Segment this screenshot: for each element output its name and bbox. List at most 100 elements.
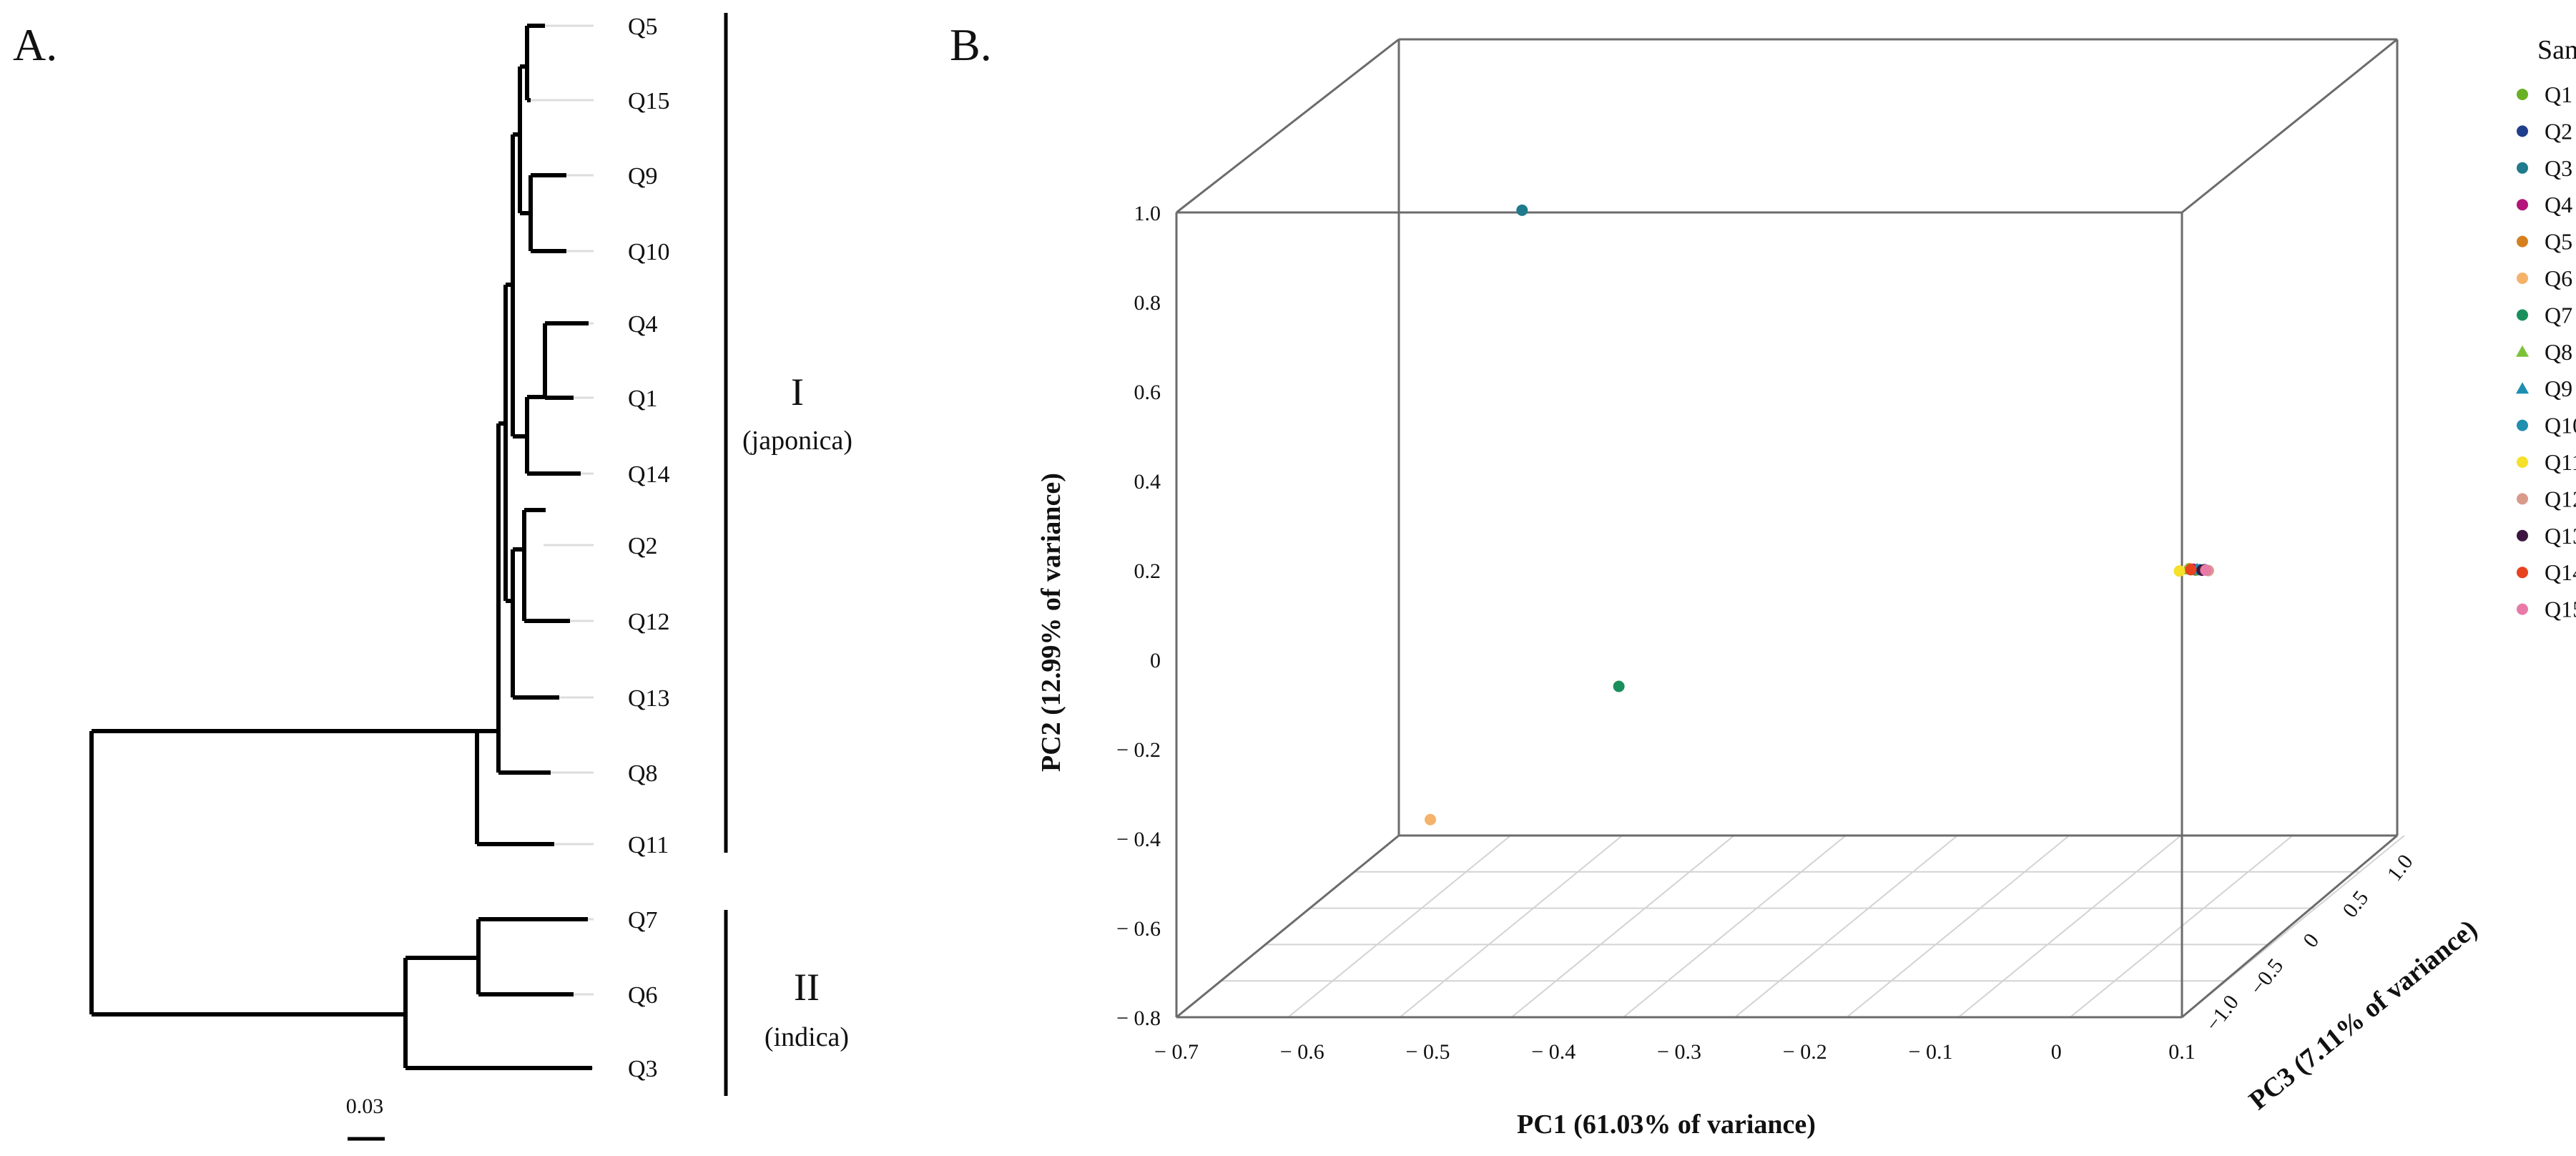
- legend-marker: [2517, 89, 2528, 100]
- leaf-label: Q1: [628, 386, 658, 412]
- leaf-label: Q2: [628, 533, 658, 559]
- branch-node-d: [513, 510, 526, 621]
- x-tick-label: − 0.5: [1406, 1040, 1450, 1064]
- floor-grid-line: [1287, 835, 1511, 1018]
- y-tick-label: 0: [1150, 649, 1161, 672]
- leaf-labels: Q5 Q15 Q9 Q10 Q4 Q1 Q14 Q2 Q12 Q13 Q8 Q1…: [628, 14, 670, 1082]
- legend-marker: [2517, 529, 2528, 542]
- y-tick-label: 0.2: [1134, 559, 1161, 583]
- leaf-label: Q5: [628, 14, 658, 40]
- x-tick-label: − 0.6: [1280, 1040, 1324, 1064]
- legend-marker: [2517, 199, 2528, 211]
- plot-box: [1175, 38, 2399, 1019]
- branch-q4-q1: [545, 321, 589, 400]
- floor-grid-line: [1957, 835, 2182, 1018]
- legend-marker: [2517, 456, 2528, 468]
- legend-marker: [2516, 345, 2529, 357]
- data-points: [1425, 204, 2214, 826]
- branch-q2-q12: [524, 508, 570, 623]
- y-tick-label: 1.0: [1134, 202, 1161, 225]
- y-tick-label: 0.4: [1134, 470, 1161, 494]
- x-tick-label: 0: [2051, 1040, 2062, 1064]
- data-point-q6: [1425, 813, 1437, 826]
- leaf-label: Q14: [628, 461, 670, 488]
- leaf-label: Q4: [628, 311, 658, 338]
- clade-2-numeral: II: [794, 966, 820, 1009]
- floor-grid-line: [1734, 835, 1958, 1018]
- y-tick-label: − 0.4: [1116, 828, 1161, 851]
- legend-marker: [2517, 309, 2528, 321]
- data-point-q3: [1516, 204, 1528, 216]
- floor-grid-line: [1846, 835, 2070, 1018]
- legend-title: Sample: [2537, 35, 2576, 65]
- data-point-q7: [1613, 680, 1625, 692]
- z-tick-label: 0: [2299, 929, 2324, 952]
- legend-marker: [2517, 603, 2528, 615]
- x-tick-label: 0.1: [2168, 1040, 2196, 1064]
- legend-label: Q11: [2545, 449, 2576, 475]
- legend-marker: [2517, 125, 2528, 137]
- panel-b-label: B.: [950, 19, 992, 70]
- legend-label: Q10: [2545, 413, 2576, 439]
- leaf-label: Q6: [628, 982, 658, 1009]
- panel-a-dendrogram: A.: [13, 13, 852, 1141]
- legend-marker: [2517, 273, 2528, 284]
- branch-node-f: [513, 397, 529, 474]
- leaf-label: Q15: [628, 88, 670, 114]
- x-tick-label: − 0.4: [1531, 1040, 1575, 1064]
- legend-label: Q6: [2545, 265, 2572, 291]
- branch-q9-q10: [531, 173, 566, 253]
- legend-marker: [2517, 493, 2528, 505]
- branch-node-e: [506, 134, 515, 436]
- branch-node-h: [513, 67, 522, 213]
- floor-grid: [1221, 835, 2405, 1018]
- leaf-label: Q9: [628, 163, 658, 190]
- leaf-label: Q8: [628, 760, 658, 787]
- legend-label: Q4: [2545, 192, 2572, 217]
- data-point-q14: [2185, 564, 2197, 576]
- y-axis-ticks: − 0.8 − 0.6 − 0.4 − 0.2 0 0.2 0.4 0.6 0.8 1.0: [1116, 202, 1161, 1030]
- box-edge-depth-top-right: [2181, 38, 2398, 214]
- branch-q5-q15: [527, 24, 545, 102]
- clade-1-numeral: I: [791, 371, 804, 413]
- legend-label: Q3: [2545, 155, 2572, 181]
- leaf-label: Q12: [628, 609, 670, 635]
- scale-bar-label: 0.03: [346, 1094, 384, 1118]
- branch-node-a: [477, 423, 501, 773]
- branch-node-i: [520, 175, 533, 251]
- x-tick-label: − 0.1: [1909, 1040, 1953, 1064]
- branch-node-b: [498, 285, 508, 601]
- y-tick-label: 0.8: [1134, 291, 1161, 315]
- legend-marker: [2517, 235, 2528, 248]
- floor-grid-line: [1511, 835, 1735, 1018]
- box-edge-depth-top-left: [1176, 38, 1400, 214]
- branch-node-c: [506, 549, 515, 697]
- legend-label: Q8: [2545, 339, 2572, 365]
- branch-node-g: [527, 323, 547, 399]
- leaf-label: Q13: [628, 685, 670, 712]
- y-tick-label: 0.6: [1134, 381, 1161, 404]
- legend-label: Q9: [2545, 376, 2572, 401]
- z-axis-title: PC3 (7.11% of variance): [2243, 913, 2483, 1115]
- data-point-q15: [2200, 564, 2212, 576]
- leaf-label: Q11: [628, 832, 669, 858]
- tree-branches: [89, 24, 592, 1070]
- legend-label: Q12: [2545, 486, 2576, 511]
- branch-q7-q6: [478, 917, 588, 996]
- legend-marker: [2516, 382, 2529, 394]
- y-tick-label: − 0.2: [1116, 738, 1161, 762]
- panel-a-label: A.: [13, 19, 57, 70]
- floor-grid-line: [1399, 835, 1623, 1018]
- legend-label: Q13: [2545, 523, 2576, 549]
- legend-label: Q2: [2545, 118, 2572, 144]
- legend-label: Q5: [2545, 229, 2572, 255]
- y-axis-title: PC2 (12.99% of variance): [1036, 473, 1066, 772]
- branch-q11: [475, 731, 554, 846]
- data-point-q11: [2173, 565, 2186, 577]
- leaf-label: Q3: [628, 1056, 658, 1082]
- x-tick-label: − 0.2: [1783, 1040, 1827, 1064]
- leaf-label: Q10: [628, 239, 670, 265]
- legend-marker: [2517, 162, 2528, 174]
- z-tick-label: 0.5: [2338, 886, 2373, 922]
- leaf-label: Q7: [628, 907, 658, 934]
